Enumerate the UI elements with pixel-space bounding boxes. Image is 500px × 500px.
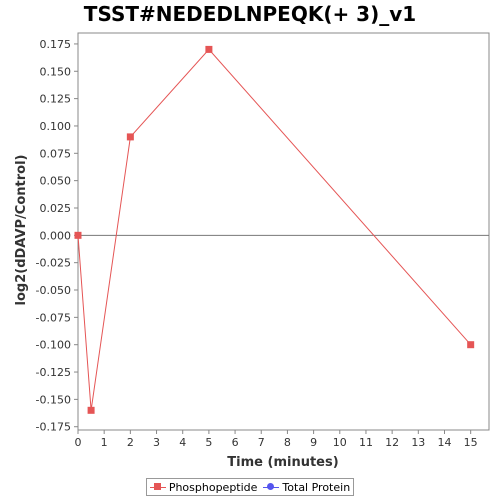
data-point bbox=[126, 133, 134, 141]
y-tick-label: 0.125 bbox=[40, 93, 72, 106]
data-point bbox=[467, 341, 475, 349]
x-tick-label: 1 bbox=[101, 436, 108, 449]
series-layer bbox=[74, 45, 475, 414]
y-tick-label: -0.125 bbox=[36, 366, 71, 379]
y-tick-label: 0.075 bbox=[40, 147, 72, 160]
x-tick-label: 0 bbox=[75, 436, 82, 449]
x-tick-label: 4 bbox=[179, 436, 186, 449]
x-axis-label: Time (minutes) bbox=[227, 455, 338, 470]
y-tick-label: -0.175 bbox=[36, 421, 71, 434]
x-tick-label: 3 bbox=[153, 436, 160, 449]
x-tick-label: 10 bbox=[333, 436, 347, 449]
data-point bbox=[205, 45, 213, 53]
x-tick-label: 15 bbox=[464, 436, 478, 449]
x-tick-label: 6 bbox=[232, 436, 239, 449]
plot-area bbox=[77, 32, 490, 431]
y-tick-label: -0.100 bbox=[36, 339, 71, 352]
legend: Phosphopeptide Total Protein bbox=[146, 478, 354, 496]
x-tick-label: 11 bbox=[359, 436, 373, 449]
legend-label-phosphopeptide: Phosphopeptide bbox=[168, 480, 258, 494]
legend-swatch-square-icon bbox=[149, 482, 166, 492]
y-tick-label: 0.025 bbox=[40, 202, 72, 215]
y-tick-label: 0.150 bbox=[40, 65, 72, 78]
y-tick-label: 0.175 bbox=[40, 38, 72, 51]
y-tick-label: 0.050 bbox=[40, 175, 72, 188]
x-tick-label: 14 bbox=[437, 436, 451, 449]
y-tick-label: -0.025 bbox=[36, 257, 71, 270]
x-tick-label: 2 bbox=[127, 436, 134, 449]
x-tick-label: 5 bbox=[205, 436, 212, 449]
x-tick-label: 7 bbox=[258, 436, 265, 449]
y-tick-label: 0.100 bbox=[40, 120, 72, 133]
legend-label-total-protein: Total Protein bbox=[282, 480, 351, 494]
data-point bbox=[74, 231, 82, 239]
legend-item-total-protein: Total Protein bbox=[263, 481, 350, 494]
x-tick-label: 12 bbox=[385, 436, 399, 449]
axes-layer: 0.175 0.150 0.125 0.100 0.075 0.050 0.025 0.000… bbox=[36, 32, 490, 449]
y-tick-label: -0.150 bbox=[36, 393, 71, 406]
x-tick-label: 13 bbox=[411, 436, 425, 449]
legend-swatch-circle-icon bbox=[263, 482, 280, 492]
y-tick-label: -0.050 bbox=[36, 284, 71, 297]
chart-title: TSST#NEDEDLNPEQK(+ 3)_v1 bbox=[83, 2, 417, 26]
data-point bbox=[87, 406, 95, 414]
y-tick-label: -0.075 bbox=[36, 311, 71, 324]
y-tick-label: 0.000 bbox=[40, 229, 72, 242]
legend-item-phosphopeptide: Phosphopeptide bbox=[149, 480, 258, 494]
x-tick-label: 9 bbox=[310, 436, 317, 449]
x-tick-label: 8 bbox=[284, 436, 291, 449]
y-axis-label: log2(dDAVP/Control) bbox=[14, 155, 29, 306]
